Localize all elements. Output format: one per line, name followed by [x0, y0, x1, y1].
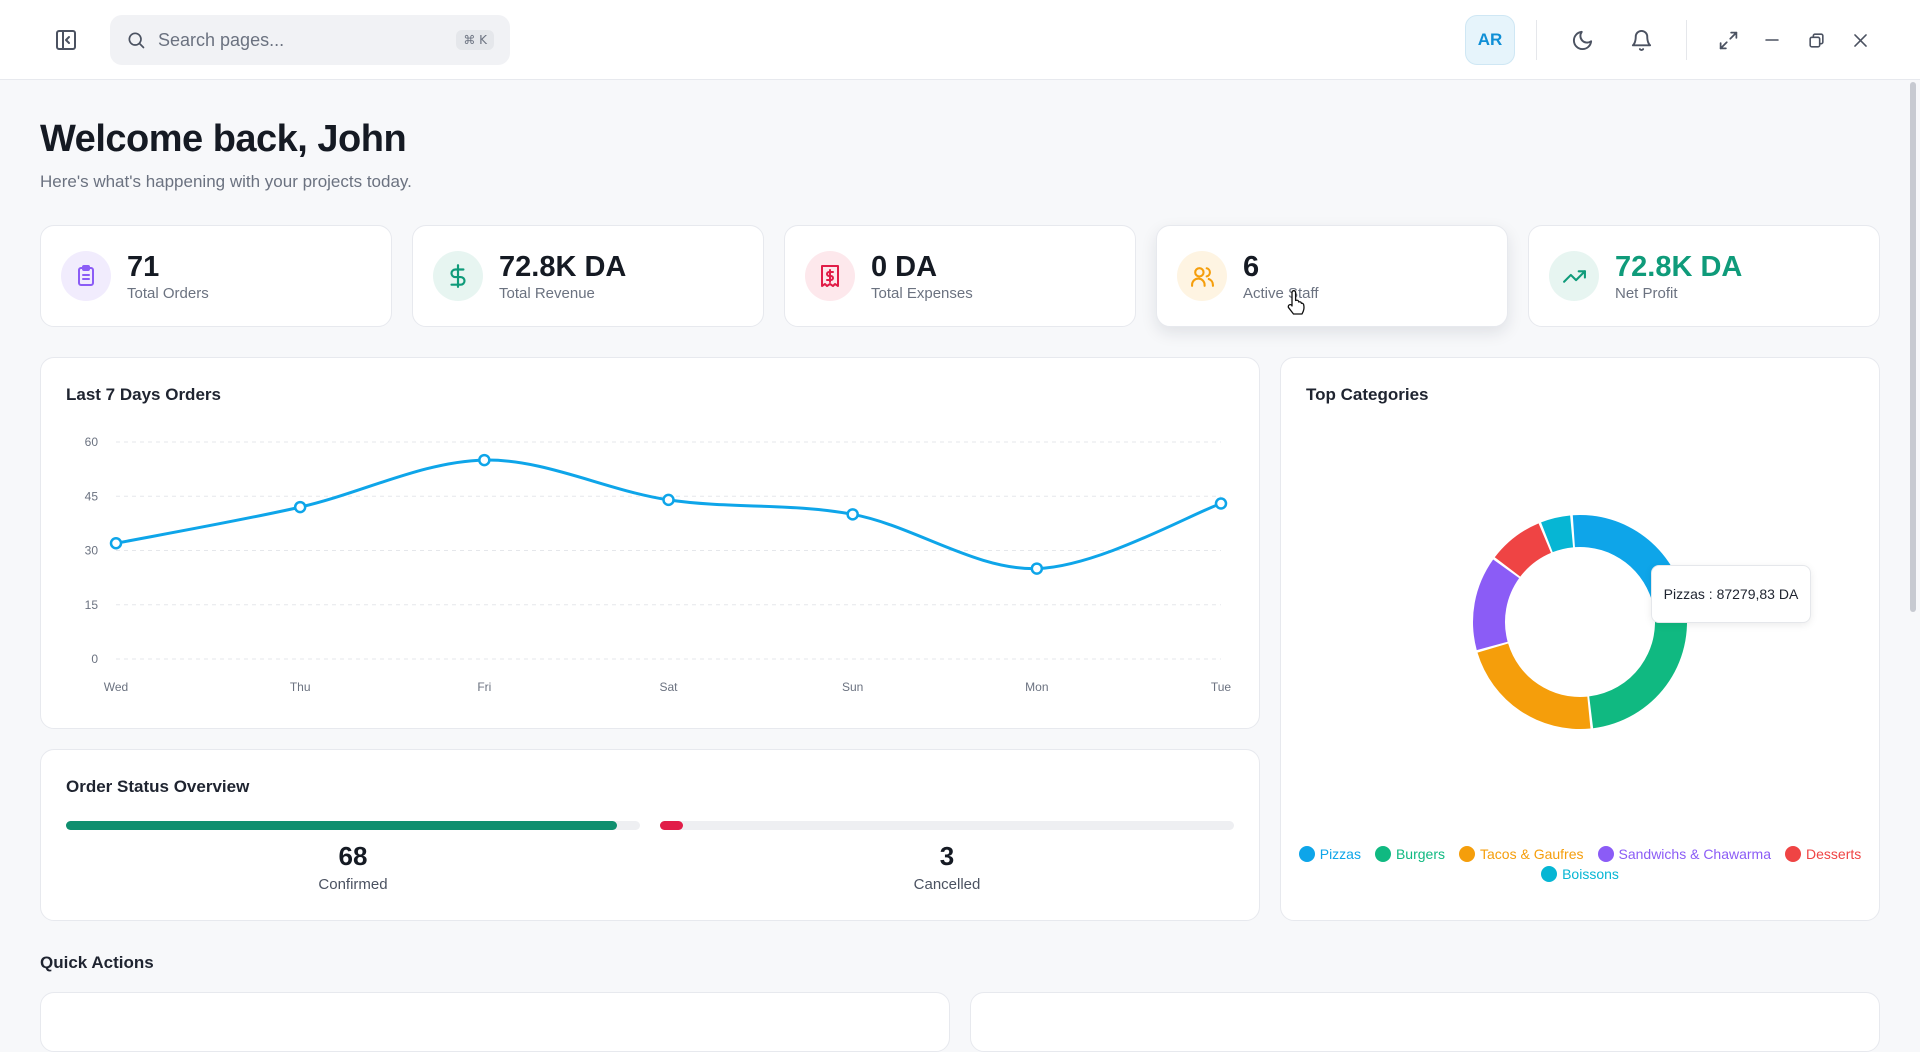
stat-value: 72.8K DA — [1615, 250, 1743, 283]
page-title: Welcome back, John — [40, 118, 407, 160]
confirmed-count: 68 — [338, 841, 368, 871]
close-icon — [1853, 33, 1867, 47]
legend-label: Desserts — [1806, 846, 1862, 862]
minimize-icon — [1765, 39, 1779, 41]
stat-label: Total Orders — [127, 284, 209, 302]
stat-label: Total Expenses — [871, 284, 973, 302]
bell-icon — [1631, 29, 1651, 51]
dollar-icon — [450, 264, 466, 288]
restore-icon — [1808, 32, 1824, 48]
stat-value: 72.8K DA — [499, 250, 627, 283]
stat-label: Active Staff — [1243, 284, 1319, 302]
legend-swatch — [1541, 866, 1558, 882]
confirmed-progress-bar — [66, 821, 640, 830]
expand-icon — [1719, 31, 1737, 49]
orders-chart-title: Last 7 Days Orders — [66, 385, 221, 404]
categories-chart-title: Top Categories — [1306, 385, 1429, 404]
stat-icon-wrap — [61, 251, 111, 301]
users-icon — [1190, 266, 1214, 287]
cancelled-label: Cancelled — [913, 876, 981, 893]
cancelled-progress-fill — [660, 821, 683, 830]
legend-swatch — [1785, 846, 1802, 862]
cancelled-progress-bar — [660, 821, 1234, 830]
legend-swatch — [1459, 846, 1475, 862]
stat-icon-wrap — [805, 251, 855, 301]
stat-card-total-revenue[interactable]: 72.8K DA Total Revenue — [412, 225, 764, 327]
clipboard-icon — [78, 265, 94, 286]
quick-actions-title: Quick Actions — [40, 953, 154, 972]
chart-tooltip: Pizzas : 87279,83 DA — [1651, 565, 1811, 623]
legend-item[interactable]: Burgers — [1374, 846, 1445, 862]
search-icon — [128, 32, 145, 49]
sidebar-toggle-button[interactable] — [48, 22, 84, 58]
confirmed-label: Confirmed — [318, 876, 388, 893]
theme-toggle-button[interactable] — [1564, 22, 1600, 58]
legend-item[interactable]: Sandwichs & Chawarma — [1597, 846, 1772, 862]
moon-icon — [1572, 30, 1592, 50]
cancelled-count: 3 — [939, 841, 955, 871]
legend-swatch — [1298, 846, 1315, 862]
notifications-button[interactable] — [1623, 22, 1659, 58]
scrollbar-thumb[interactable] — [1910, 82, 1916, 612]
sidebar-toggle-icon — [56, 30, 76, 50]
stat-value: 6 — [1243, 250, 1260, 283]
search-shortcut-badge: ⌘ K — [456, 30, 494, 50]
legend-item[interactable]: Desserts — [1785, 846, 1861, 862]
confirmed-progress-fill — [66, 821, 618, 830]
categories-legend: Pizzas Burgers Tacos & Gaufres Sandwichs & … — [1280, 846, 1880, 882]
stat-card-total-orders[interactable]: 71 Total Orders — [40, 225, 392, 327]
orders-chart-card — [40, 357, 1260, 729]
stat-icon-wrap — [433, 251, 483, 301]
search-input[interactable] — [158, 29, 445, 51]
legend-swatch — [1597, 846, 1614, 862]
legend-label: Tacos & Gaufres — [1480, 846, 1584, 862]
order-status-card — [40, 749, 1260, 921]
stat-card-active-staff[interactable]: 6 Active Staff — [1156, 225, 1508, 327]
stat-icon-wrap — [1549, 251, 1599, 301]
close-button[interactable] — [1842, 22, 1878, 58]
stat-value: 0 DA — [871, 250, 938, 283]
search-bar[interactable]: ⌘ K — [110, 15, 510, 65]
user-avatar[interactable]: AR — [1465, 15, 1515, 65]
stat-label: Total Revenue — [499, 284, 595, 302]
stat-value: 71 — [127, 250, 160, 283]
stat-label: Net Profit — [1615, 284, 1678, 302]
divider — [1536, 20, 1537, 60]
page-subtitle: Here's what's happening with your projec… — [40, 172, 412, 191]
trending-up-icon — [1562, 269, 1586, 283]
legend-item[interactable]: Pizzas — [1298, 846, 1361, 862]
top-bar: ⌘ K AR — [0, 0, 1920, 80]
stat-card-net-profit[interactable]: 72.8K DA Net Profit — [1528, 225, 1880, 327]
legend-label: Sandwichs & Chawarma — [1618, 846, 1772, 862]
quick-action-card[interactable] — [40, 992, 950, 1052]
legend-label: Pizzas — [1319, 846, 1361, 862]
order-status-title: Order Status Overview — [66, 777, 250, 796]
minimize-button[interactable] — [1754, 22, 1790, 58]
categories-chart-card — [1280, 357, 1880, 921]
stat-icon-wrap — [1177, 251, 1227, 301]
divider — [1686, 20, 1687, 60]
legend-label: Burgers — [1395, 846, 1445, 862]
fullscreen-button[interactable] — [1710, 22, 1746, 58]
legend-swatch — [1374, 846, 1391, 862]
restore-button[interactable] — [1798, 22, 1834, 58]
receipt-icon — [821, 265, 839, 287]
hand-cursor-icon — [1287, 290, 1305, 315]
stat-card-total-expenses[interactable]: 0 DA Total Expenses — [784, 225, 1136, 327]
legend-label: Boissons — [1562, 866, 1619, 882]
legend-item[interactable]: Tacos & Gaufres — [1459, 846, 1584, 862]
legend-item[interactable]: Boissons — [1541, 866, 1619, 882]
quick-action-card[interactable] — [970, 992, 1880, 1052]
page-scrollbar[interactable] — [1906, 80, 1920, 1020]
